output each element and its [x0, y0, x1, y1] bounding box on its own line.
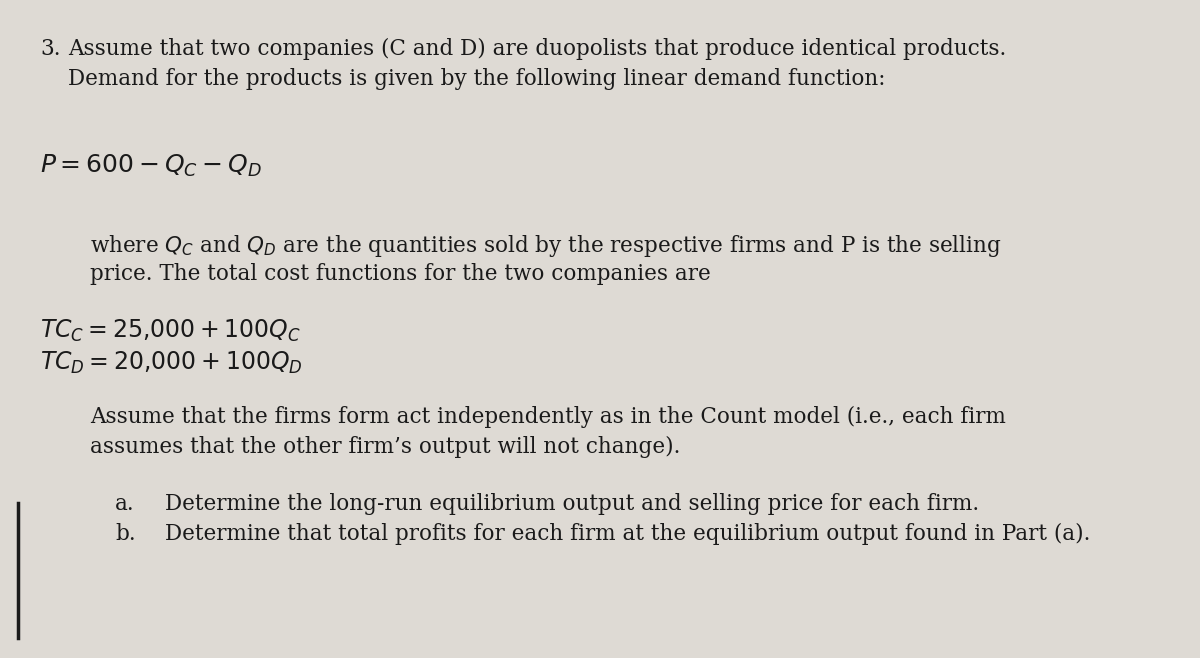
Text: a.: a. — [115, 493, 134, 515]
Text: 3.: 3. — [40, 38, 60, 60]
Text: where $Q_C$ and $Q_D$ are the quantities sold by the respective firms and P is t: where $Q_C$ and $Q_D$ are the quantities… — [90, 233, 1002, 259]
Text: $TC_C = 25{,}000 + 100Q_C$: $TC_C = 25{,}000 + 100Q_C$ — [40, 318, 301, 344]
Text: assumes that the other firm’s output will not change).: assumes that the other firm’s output wil… — [90, 436, 680, 458]
Text: Demand for the products is given by the following linear demand function:: Demand for the products is given by the … — [68, 68, 886, 90]
Text: Assume that two companies (C and D) are duopolists that produce identical produc: Assume that two companies (C and D) are … — [68, 38, 1007, 60]
Text: price. The total cost functions for the two companies are: price. The total cost functions for the … — [90, 263, 710, 285]
Text: $TC_D = 20{,}000 + 100Q_D$: $TC_D = 20{,}000 + 100Q_D$ — [40, 350, 302, 376]
Text: Assume that the firms form act independently as in the Count model (i.e., each f: Assume that the firms form act independe… — [90, 406, 1006, 428]
Text: Determine the long-run equilibrium output and selling price for each firm.: Determine the long-run equilibrium outpu… — [166, 493, 979, 515]
Text: $P = 600 - Q_C - Q_D$: $P = 600 - Q_C - Q_D$ — [40, 153, 262, 179]
Text: Determine that total profits for each firm at the equilibrium output found in Pa: Determine that total profits for each fi… — [166, 523, 1091, 545]
Text: b.: b. — [115, 523, 136, 545]
